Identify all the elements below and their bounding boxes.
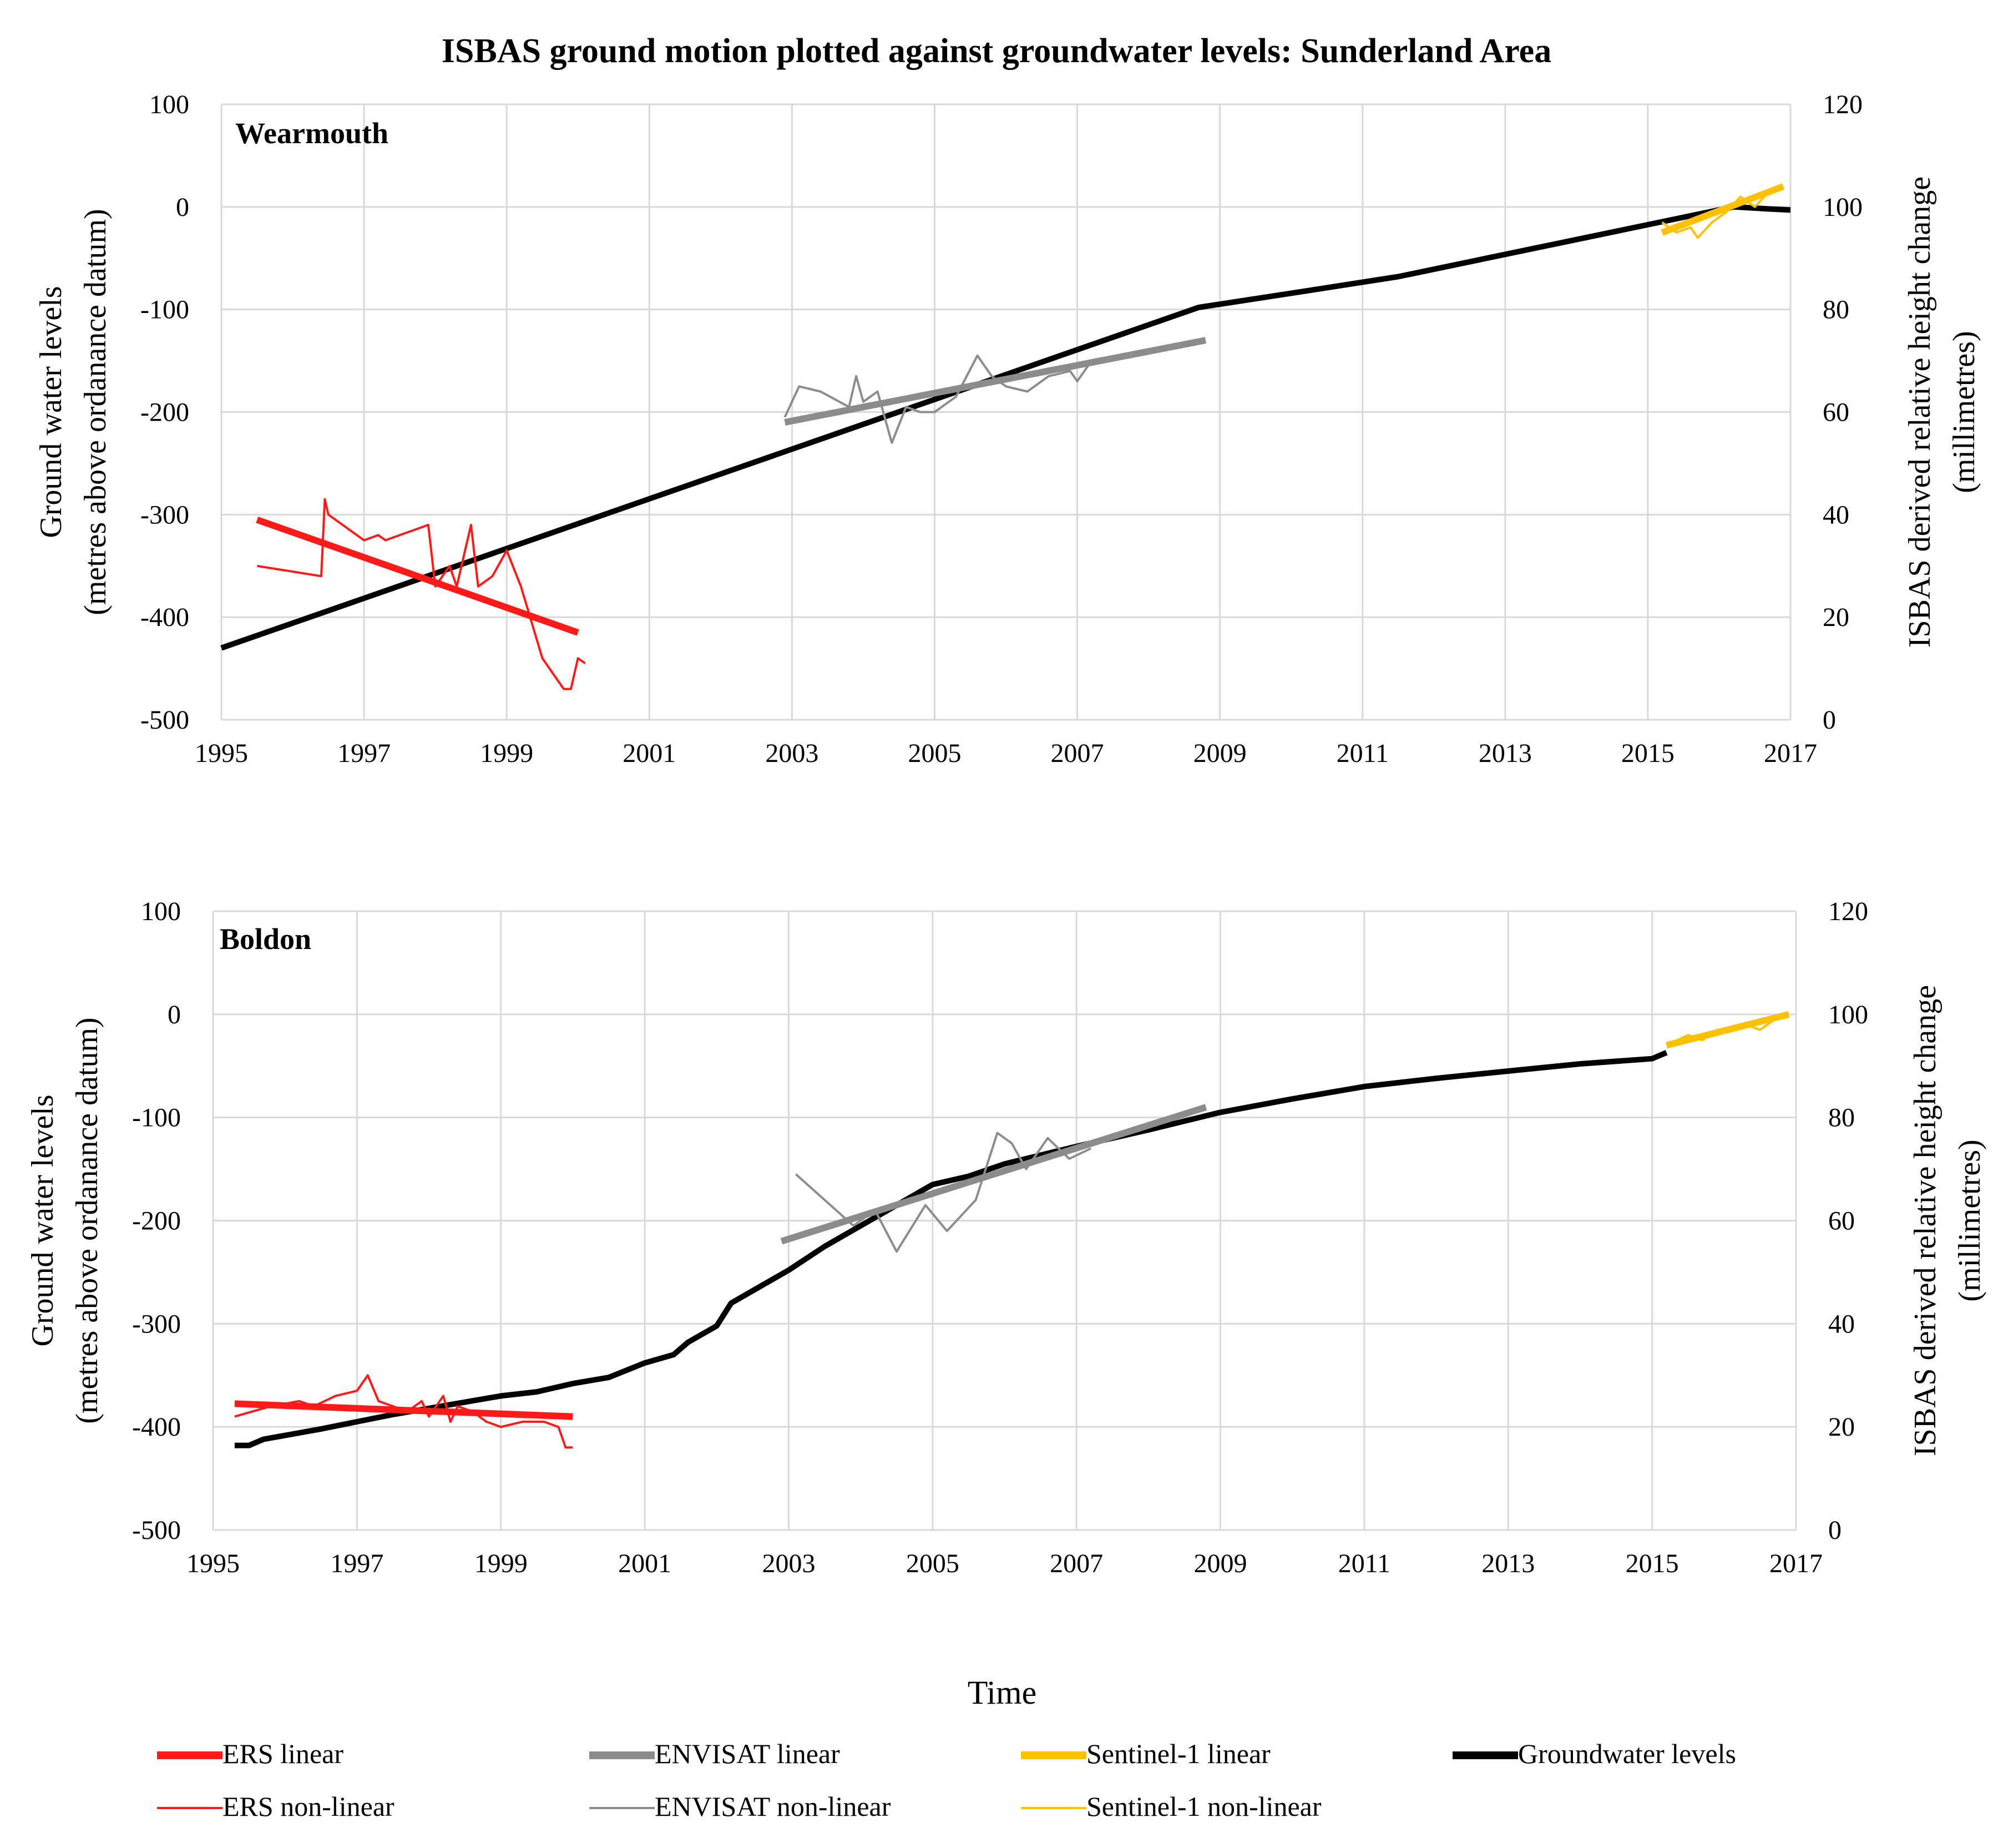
- y-left-tick-label: 0: [176, 193, 189, 222]
- series-groundwater-levels: [220, 204, 1791, 651]
- x-tick-label: 2001: [623, 739, 676, 768]
- legend-label-ers-linear: ERS linear: [222, 1738, 343, 1769]
- y-left-tick-label: -500: [140, 705, 189, 735]
- x-tick-label: 2017: [1764, 739, 1817, 768]
- y-left-tick-label: 0: [168, 1000, 181, 1029]
- x-tick-label: 2005: [908, 739, 961, 768]
- y-right-tick-label: 20: [1823, 603, 1849, 632]
- y-left-tick-label: -400: [132, 1412, 181, 1442]
- x-tick-label: 2005: [906, 1549, 959, 1578]
- series-sentinel-1-linear: [1666, 1011, 1790, 1049]
- y-right-axis-title: ISBAS derived relative height change (mil…: [1908, 985, 1987, 1456]
- x-tick-label: 2011: [1337, 739, 1389, 768]
- legend: ERS linear ENVISAT linear Sentinel-1 linea…: [157, 1738, 1736, 1822]
- x-tick-label: 1995: [195, 739, 248, 768]
- x-tick-label: 2001: [618, 1549, 671, 1578]
- y-left-tick-label: -300: [132, 1309, 181, 1339]
- y-right-tick-label: 80: [1828, 1103, 1855, 1133]
- x-tick-label: 2017: [1769, 1549, 1823, 1578]
- x-tick-label: 1997: [330, 1549, 383, 1578]
- x-tick-label: 2009: [1193, 739, 1247, 768]
- y-right-axis-title-line: ISBAS derived relative height change: [1908, 985, 1943, 1456]
- y-right-axis-title-line: (millimetres): [1947, 331, 1981, 493]
- legend-label-envisat-nonlinear: ENVISAT non-linear: [655, 1791, 891, 1822]
- x-tick-label: 1997: [337, 739, 391, 768]
- series-groundwater-levels: [234, 1050, 1668, 1448]
- y-left-axis-title-line: (metres above ordanance datum): [78, 209, 113, 615]
- x-tick-label: 2003: [765, 739, 818, 768]
- series-ers-linear: [234, 1400, 573, 1420]
- y-right-axis-title: ISBAS derived relative height change (mil…: [1903, 176, 1981, 648]
- x-tick-label: 2013: [1479, 739, 1532, 768]
- y-left-tick-label: -100: [140, 295, 189, 325]
- y-right-tick-label: 60: [1828, 1206, 1855, 1236]
- y-right-axis-title-line: (millimetres): [1952, 1139, 1987, 1301]
- y-left-axis-title: Ground water levels (metres above ordanan…: [34, 209, 113, 615]
- y-right-tick-label: 60: [1823, 398, 1849, 427]
- x-tick-label: 1999: [480, 739, 533, 768]
- y-left-tick-label: -200: [132, 1206, 181, 1236]
- x-tick-label: 2007: [1051, 739, 1104, 768]
- series-envisat-non-linear: [795, 1132, 1091, 1253]
- legend-label-groundwater: Groundwater levels: [1518, 1738, 1736, 1769]
- figure-title: ISBAS ground motion plotted against grou…: [442, 32, 1551, 70]
- x-tick-label: 2011: [1338, 1549, 1390, 1578]
- x-tick-label: 2007: [1050, 1549, 1103, 1578]
- y-left-axis-title-line: (metres above ordanance datum): [70, 1017, 104, 1423]
- y-left-tick-label: 100: [149, 90, 189, 119]
- legend-label-sentinel-nonlinear: Sentinel-1 non-linear: [1086, 1791, 1322, 1822]
- y-right-tick-label: 80: [1823, 295, 1849, 325]
- series-sentinel-1-non-linear: [1661, 185, 1784, 239]
- y-right-tick-label: 120: [1823, 90, 1863, 119]
- series-ers-non-linear: [234, 1374, 573, 1449]
- y-right-tick-label: 100: [1828, 1000, 1868, 1029]
- x-tick-label: 1995: [186, 1549, 240, 1578]
- legend-label-sentinel-linear: Sentinel-1 linear: [1086, 1738, 1271, 1769]
- y-left-tick-label: -400: [140, 603, 189, 632]
- x-tick-label: 2015: [1626, 1549, 1679, 1578]
- y-left-tick-label: -200: [140, 398, 189, 427]
- x-tick-label: 2009: [1194, 1549, 1247, 1578]
- x-tick-label: 2015: [1621, 739, 1675, 768]
- y-right-tick-label: 0: [1828, 1516, 1842, 1545]
- panel-label: Boldon: [220, 922, 311, 956]
- series-ers-non-linear: [256, 498, 586, 690]
- series-ers-linear: [256, 516, 579, 636]
- x-tick-label: 1999: [474, 1549, 528, 1578]
- y-left-axis-title-line: Ground water levels: [26, 1094, 60, 1346]
- series-envisat-linear: [780, 1104, 1207, 1245]
- y-right-tick-label: 20: [1828, 1412, 1855, 1442]
- y-right-tick-label: 0: [1823, 705, 1836, 735]
- y-left-axis-title-line: Ground water levels: [34, 286, 68, 538]
- series-envisat-non-linear: [783, 354, 1092, 444]
- x-tick-label: 2013: [1481, 1549, 1535, 1578]
- panel-label: Wearmouth: [235, 117, 388, 150]
- legend-label-ers-nonlinear: ERS non-linear: [222, 1791, 394, 1822]
- y-right-tick-label: 40: [1823, 500, 1849, 529]
- chart-panel-wearmouth: 1995 1997 1999 2001 2003 2005 2007 2009 2011 2013…: [34, 90, 1981, 768]
- y-left-tick-label: 100: [141, 897, 181, 926]
- y-left-tick-label: -100: [132, 1103, 181, 1133]
- y-left-tick-label: -500: [132, 1516, 181, 1545]
- y-left-tick-label: -300: [140, 500, 189, 529]
- legend-label-envisat-linear: ENVISAT linear: [655, 1738, 840, 1769]
- series-envisat-linear: [784, 337, 1207, 426]
- x-axis-title: Time: [968, 1674, 1037, 1711]
- series-sentinel-1-linear: [1661, 183, 1785, 236]
- y-right-tick-label: 40: [1828, 1309, 1855, 1339]
- y-right-tick-label: 100: [1823, 193, 1863, 222]
- chart-panel-boldon: 1995 1997 1999 2001 2003 2005 2007 2009 2011 2013…: [26, 897, 1987, 1578]
- y-left-axis-title: Ground water levels (metres above ordanan…: [26, 1017, 104, 1423]
- y-right-tick-label: 120: [1828, 897, 1868, 926]
- y-right-axis-title-line: ISBAS derived relative height change: [1903, 176, 1937, 648]
- x-tick-label: 2003: [762, 1549, 815, 1578]
